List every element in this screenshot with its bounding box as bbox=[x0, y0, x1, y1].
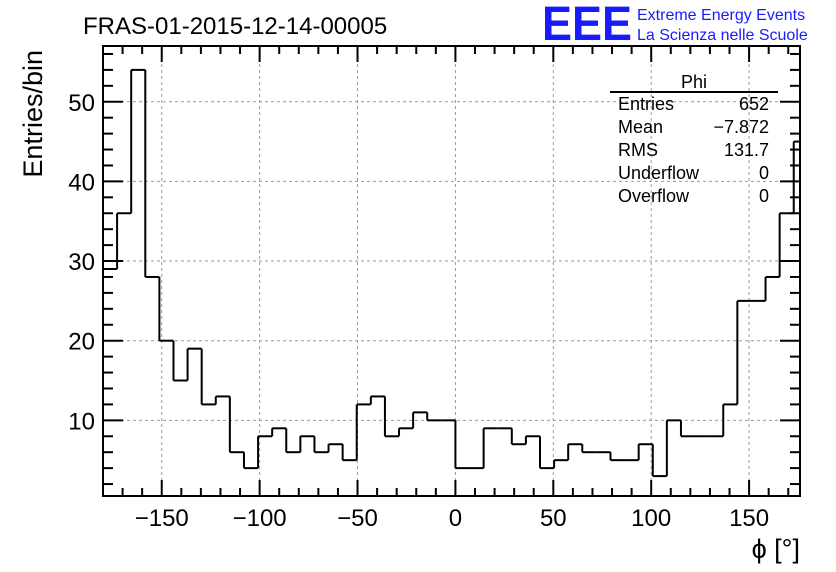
stats-overflow-value: 0 bbox=[759, 186, 769, 206]
stats-title: Phi bbox=[681, 72, 707, 92]
histogram-bars bbox=[103, 68, 800, 478]
eee-logo-mark: EEE bbox=[542, 0, 632, 51]
stats-rms-value: 131.7 bbox=[724, 140, 769, 160]
axis-ticks bbox=[102, 46, 800, 496]
logo-line-1: Extreme Energy Events bbox=[637, 7, 805, 24]
stats-underflow-value: 0 bbox=[759, 163, 769, 183]
grid-lines bbox=[103, 46, 800, 496]
tick-labels: −150 −100 −50 0 50 100 150 10 20 30 40 50 bbox=[68, 90, 769, 532]
stats-mean-value: −7.872 bbox=[713, 117, 769, 137]
x-tick-label-6: 150 bbox=[729, 505, 769, 532]
plot-frame bbox=[102, 45, 801, 497]
x-tick-label-4: 50 bbox=[540, 505, 567, 532]
y-tick-label-1: 20 bbox=[68, 329, 95, 356]
stats-mean-label: Mean bbox=[618, 117, 663, 137]
y-tick-label-2: 30 bbox=[68, 249, 95, 276]
eee-logo: EEE Extreme Energy Events La Scienza nel… bbox=[542, 0, 808, 51]
y-axis-label: Entries/bin bbox=[18, 50, 48, 178]
x-tick-label-2: −50 bbox=[337, 505, 378, 532]
stats-entries-label: Entries bbox=[618, 94, 674, 114]
y-tick-label-4: 50 bbox=[68, 90, 95, 117]
logo-line-2: La Scienza nelle Scuole bbox=[637, 27, 808, 44]
plot-frame-rect bbox=[102, 45, 801, 497]
x-tick-label-3: 0 bbox=[449, 505, 462, 532]
stats-entries-value: 652 bbox=[739, 94, 769, 114]
stats-rms-label: RMS bbox=[618, 140, 658, 160]
x-axis-label: ϕ [°] bbox=[752, 534, 800, 564]
stats-box: Phi Entries 652 Mean −7.872 RMS 131.7 Un… bbox=[610, 72, 778, 206]
x-tick-label-5: 100 bbox=[631, 505, 671, 532]
x-tick-label-1: −100 bbox=[233, 505, 287, 532]
x-tick-label-0: −150 bbox=[135, 505, 189, 532]
y-tick-label-3: 40 bbox=[68, 169, 95, 196]
chart-title: FRAS-01-2015-12-14-00005 bbox=[83, 13, 387, 40]
stats-overflow-label: Overflow bbox=[618, 186, 690, 206]
y-tick-label-0: 10 bbox=[68, 408, 95, 435]
stats-underflow-label: Underflow bbox=[618, 163, 700, 183]
